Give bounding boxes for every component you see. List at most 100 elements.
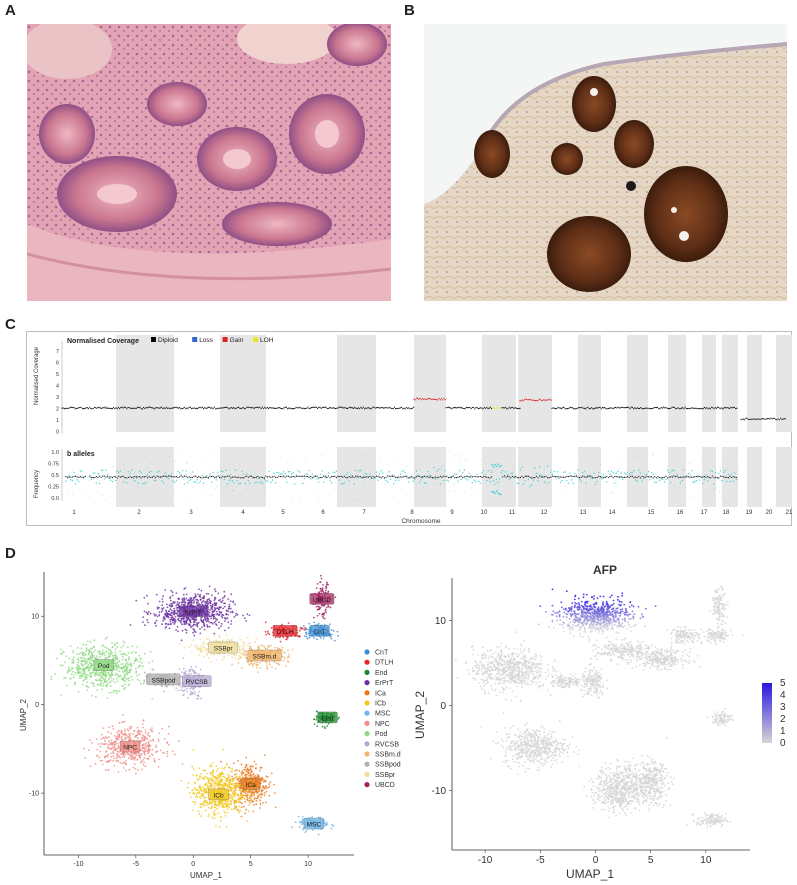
coverage-point — [672, 406, 674, 409]
umap-point — [78, 667, 80, 670]
baf-point — [147, 466, 149, 468]
umap-point — [192, 623, 195, 626]
baf-tick: 0.75 — [48, 462, 59, 468]
baf-point — [204, 493, 206, 495]
baf-point — [439, 483, 442, 485]
umap-point — [231, 775, 234, 778]
coverage-point — [519, 407, 521, 409]
baf-point — [140, 486, 142, 488]
coverage-point — [713, 408, 715, 410]
umap-point — [228, 806, 230, 809]
baf-point — [663, 481, 666, 483]
umap-point — [199, 593, 202, 596]
coverage-point — [269, 407, 271, 409]
umap-point — [189, 604, 192, 606]
baf-point — [390, 475, 392, 477]
umap-point — [268, 794, 271, 797]
umap-point — [144, 744, 147, 746]
baf-point — [433, 477, 435, 479]
coverage-point — [687, 407, 689, 410]
baf-point — [159, 476, 161, 478]
umap-point — [104, 751, 107, 753]
baf-point — [358, 470, 360, 472]
umap-point — [214, 617, 217, 619]
umap-point — [166, 741, 169, 743]
umap-point — [78, 653, 81, 655]
umap-point — [252, 765, 254, 768]
baf-point — [478, 480, 480, 483]
umap-point — [234, 777, 237, 779]
baf-point — [671, 476, 674, 478]
umap-point — [203, 778, 206, 781]
umap-point — [178, 740, 180, 743]
umap-point — [171, 591, 174, 594]
coverage-point — [469, 406, 471, 409]
umap-point — [169, 597, 172, 600]
baf-point — [287, 471, 290, 473]
umap-point — [174, 615, 177, 618]
baf-point — [386, 481, 389, 483]
umap-point — [219, 815, 222, 818]
chromosome-band — [337, 447, 376, 507]
umap-point — [166, 613, 169, 616]
umap-point — [115, 757, 118, 759]
chromosome-band — [776, 447, 792, 507]
umap-point — [249, 774, 252, 776]
umap-point — [109, 741, 112, 744]
baf-point — [352, 499, 354, 501]
baf-point — [225, 469, 227, 471]
baf-point — [454, 482, 456, 484]
umap-point — [255, 799, 258, 802]
baf-point — [710, 477, 712, 479]
coverage-point — [726, 406, 728, 409]
coverage-point — [480, 407, 482, 409]
umap-point — [203, 624, 205, 626]
baf-point — [638, 475, 640, 477]
umap-point — [210, 783, 213, 786]
umap-point — [244, 812, 247, 815]
baf-point — [394, 479, 397, 482]
baf-point — [134, 480, 136, 482]
baf-point — [699, 475, 701, 478]
baf-point — [68, 476, 70, 478]
baf-point — [692, 471, 694, 473]
baf-point — [88, 497, 90, 499]
umap-point — [207, 781, 210, 784]
baf-point — [114, 465, 115, 467]
umap-point — [230, 795, 233, 798]
umap-point — [221, 599, 224, 602]
umap-point — [175, 607, 178, 609]
umap-point — [114, 654, 117, 656]
baf-point — [619, 476, 621, 478]
umap-point — [238, 775, 241, 778]
umap-point — [185, 597, 188, 600]
baf-point — [256, 478, 258, 480]
baf-point — [466, 459, 468, 461]
umap-point — [169, 613, 172, 615]
umap-point — [223, 605, 226, 608]
umap-point — [79, 672, 81, 675]
umap-point — [198, 777, 201, 780]
coverage-point — [653, 406, 655, 409]
baf-point — [393, 478, 395, 480]
umap-point — [113, 757, 116, 760]
umap-point — [269, 781, 272, 783]
baf-point — [242, 473, 245, 476]
baf-point — [116, 470, 118, 473]
baf-point — [244, 483, 246, 485]
chromosome-band — [668, 335, 686, 432]
coverage-point — [326, 408, 328, 410]
chromosome-label: 12 — [541, 510, 548, 516]
coverage-point — [693, 407, 695, 409]
coverage-point — [264, 406, 266, 408]
umap-point — [119, 674, 122, 677]
umap-point — [301, 627, 304, 630]
baf-point — [158, 476, 160, 478]
umap-point — [225, 780, 228, 783]
umap-point — [204, 804, 207, 807]
baf-point — [314, 493, 316, 495]
baf-point — [172, 480, 174, 482]
ihc-stain-micrograph — [424, 24, 787, 301]
baf-point — [406, 477, 408, 479]
umap-point — [142, 665, 144, 668]
